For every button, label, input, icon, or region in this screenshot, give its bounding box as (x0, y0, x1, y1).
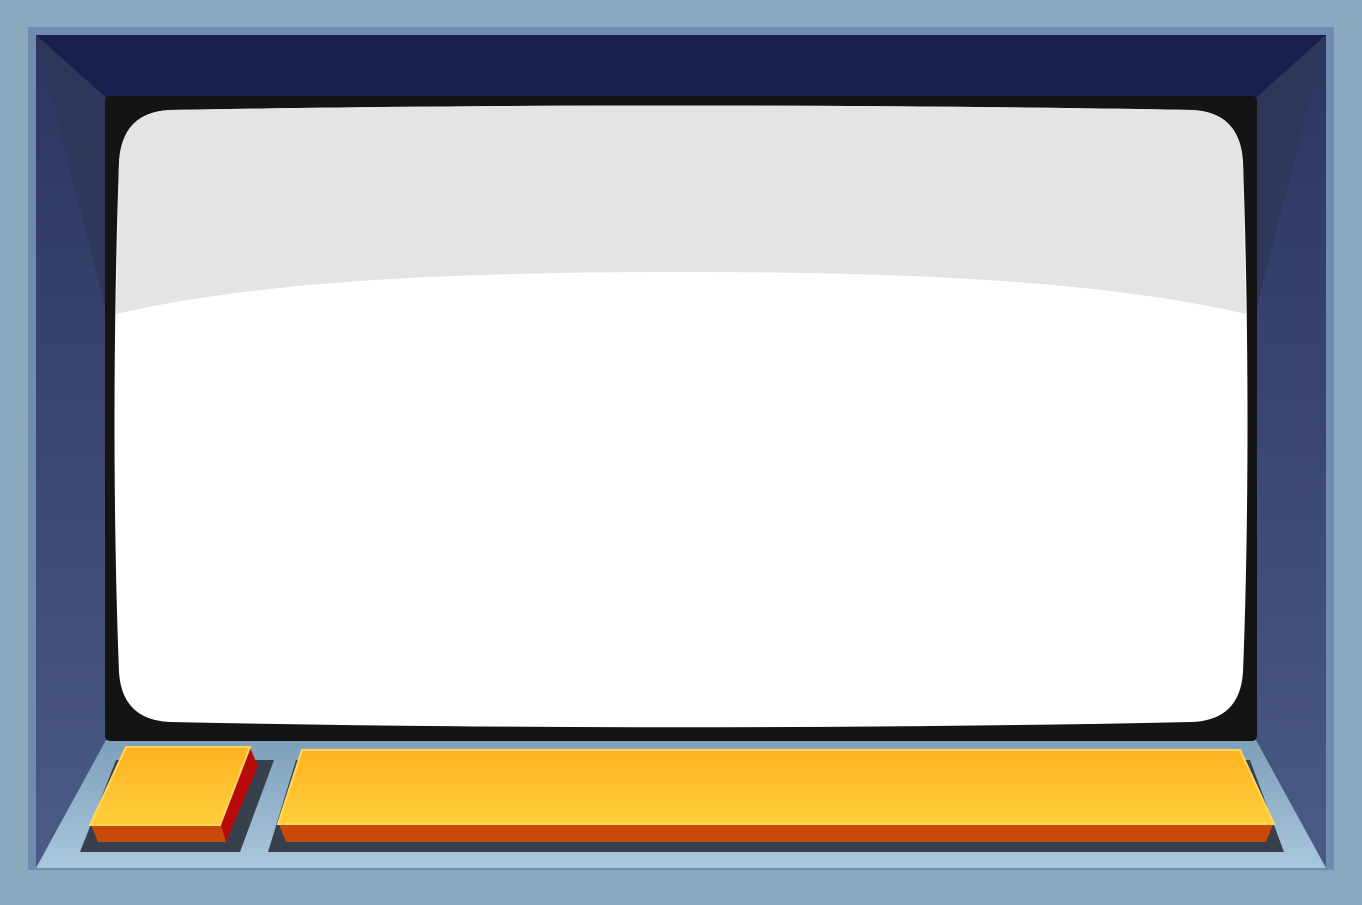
wide-button-front (278, 822, 1274, 842)
right-wall-shadow (1256, 35, 1326, 310)
small-push-button[interactable] (80, 746, 274, 852)
wide-push-button-icon (276, 749, 1276, 825)
small-button-front (90, 822, 226, 842)
small-button-side (218, 748, 258, 842)
wide-push-button[interactable] (268, 749, 1284, 852)
left-wall-shadow (36, 35, 106, 310)
screen-glare (116, 105, 1246, 314)
cabinet-left-wall (36, 35, 106, 868)
square-push-button-icon (88, 746, 252, 826)
cabinet-right-wall (1256, 35, 1326, 868)
cabinet-top-wall (36, 35, 1326, 98)
